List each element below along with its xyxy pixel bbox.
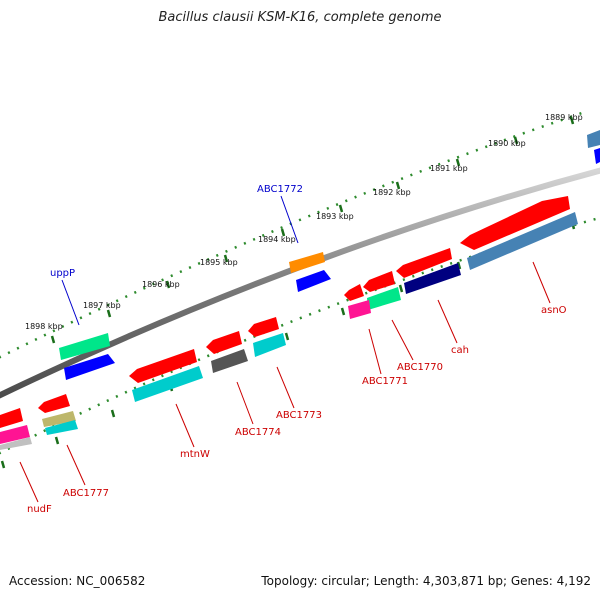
- gene-label-ABC1771: ABC1771: [362, 376, 408, 387]
- scale-label: 1894 kbp: [258, 235, 296, 244]
- gene-label-ABC1774: ABC1774: [235, 427, 281, 438]
- scale-label: 1891 kbp: [430, 164, 468, 173]
- gene-labels: ABC1772 uppP asnO cah ABC1770 ABC1771 AB…: [27, 184, 567, 515]
- gene-label-mtnW: mtnW: [180, 449, 210, 460]
- feature-ABC1777-top: [38, 394, 70, 413]
- scale-label: 1895 kbp: [200, 258, 238, 267]
- feature-ABC1777-mid: [42, 411, 76, 427]
- map-title: Bacillus clausii KSM-K16, complete genom…: [158, 10, 442, 25]
- scale-label: 1893 kbp: [316, 212, 354, 221]
- gene-label-asnO: asnO: [541, 305, 567, 316]
- feature-nudF-top: [0, 408, 23, 428]
- feature-ABC1772-bottom: [296, 270, 331, 292]
- feature-mtnW-bottom: [132, 366, 203, 402]
- major-ticks-outer: [50, 116, 575, 344]
- feature-ABC1773-bottom: [253, 333, 286, 357]
- forward-features[interactable]: [59, 130, 600, 380]
- feature-ABC1771-top: [344, 284, 364, 301]
- scale-label: 1898 kbp: [25, 322, 63, 331]
- feature-right-edge-top: [587, 130, 600, 148]
- scale-labels: 1889 kbp 1890 kbp 1891 kbp 1892 kbp 1893…: [25, 113, 583, 331]
- feature-right-edge-bottom: [594, 148, 600, 164]
- label-leaders: [19, 195, 551, 503]
- scale-label: 1897 kbp: [83, 301, 121, 310]
- scale-label: 1889 kbp: [545, 113, 583, 122]
- gene-label-ABC1770: ABC1770: [397, 362, 443, 373]
- gene-label-uppP: uppP: [50, 268, 75, 279]
- gene-label-nudF: nudF: [27, 504, 52, 515]
- gene-label-ABC1773: ABC1773: [276, 410, 322, 421]
- accession-text: Accession: NC_006582: [9, 574, 146, 588]
- feature-ABC1774-top: [206, 331, 242, 354]
- feature-nudF-mid: [0, 425, 30, 444]
- feature-ABC1770-bottom: [367, 287, 401, 310]
- feature-asnO-top: [460, 196, 570, 250]
- feature-ABC1774-bottom: [211, 349, 248, 373]
- gene-label-ABC1777: ABC1777: [63, 488, 109, 499]
- scale-label: 1890 kbp: [488, 139, 526, 148]
- reverse-features[interactable]: [0, 196, 578, 450]
- gene-label-cah: cah: [451, 345, 469, 356]
- feature-ABC1777-bottom: [45, 420, 78, 435]
- feature-asnO-bottom: [467, 212, 578, 270]
- inner-scale-track: [0, 216, 600, 455]
- scale-label: 1892 kbp: [373, 188, 411, 197]
- outer-scale-track: [0, 110, 586, 359]
- gene-label-ABC1772: ABC1772: [257, 184, 303, 195]
- feature-ABC1770-top: [363, 271, 395, 292]
- feature-mtnW-top: [129, 349, 197, 383]
- feature-nudF-bottom: [0, 437, 32, 450]
- genome-stats-text: Topology: circular; Length: 4,303,871 bp…: [261, 574, 591, 588]
- feature-uppP-bottom: [64, 354, 115, 380]
- feature-ABC1773-top: [248, 317, 279, 337]
- feature-cah-bottom: [404, 263, 461, 294]
- scale-label: 1896 kbp: [142, 280, 180, 289]
- feature-cah-top: [396, 248, 452, 278]
- feature-ABC1772-top: [289, 252, 325, 273]
- feature-uppP-top: [59, 333, 110, 360]
- feature-ABC1771-bottom: [348, 300, 371, 319]
